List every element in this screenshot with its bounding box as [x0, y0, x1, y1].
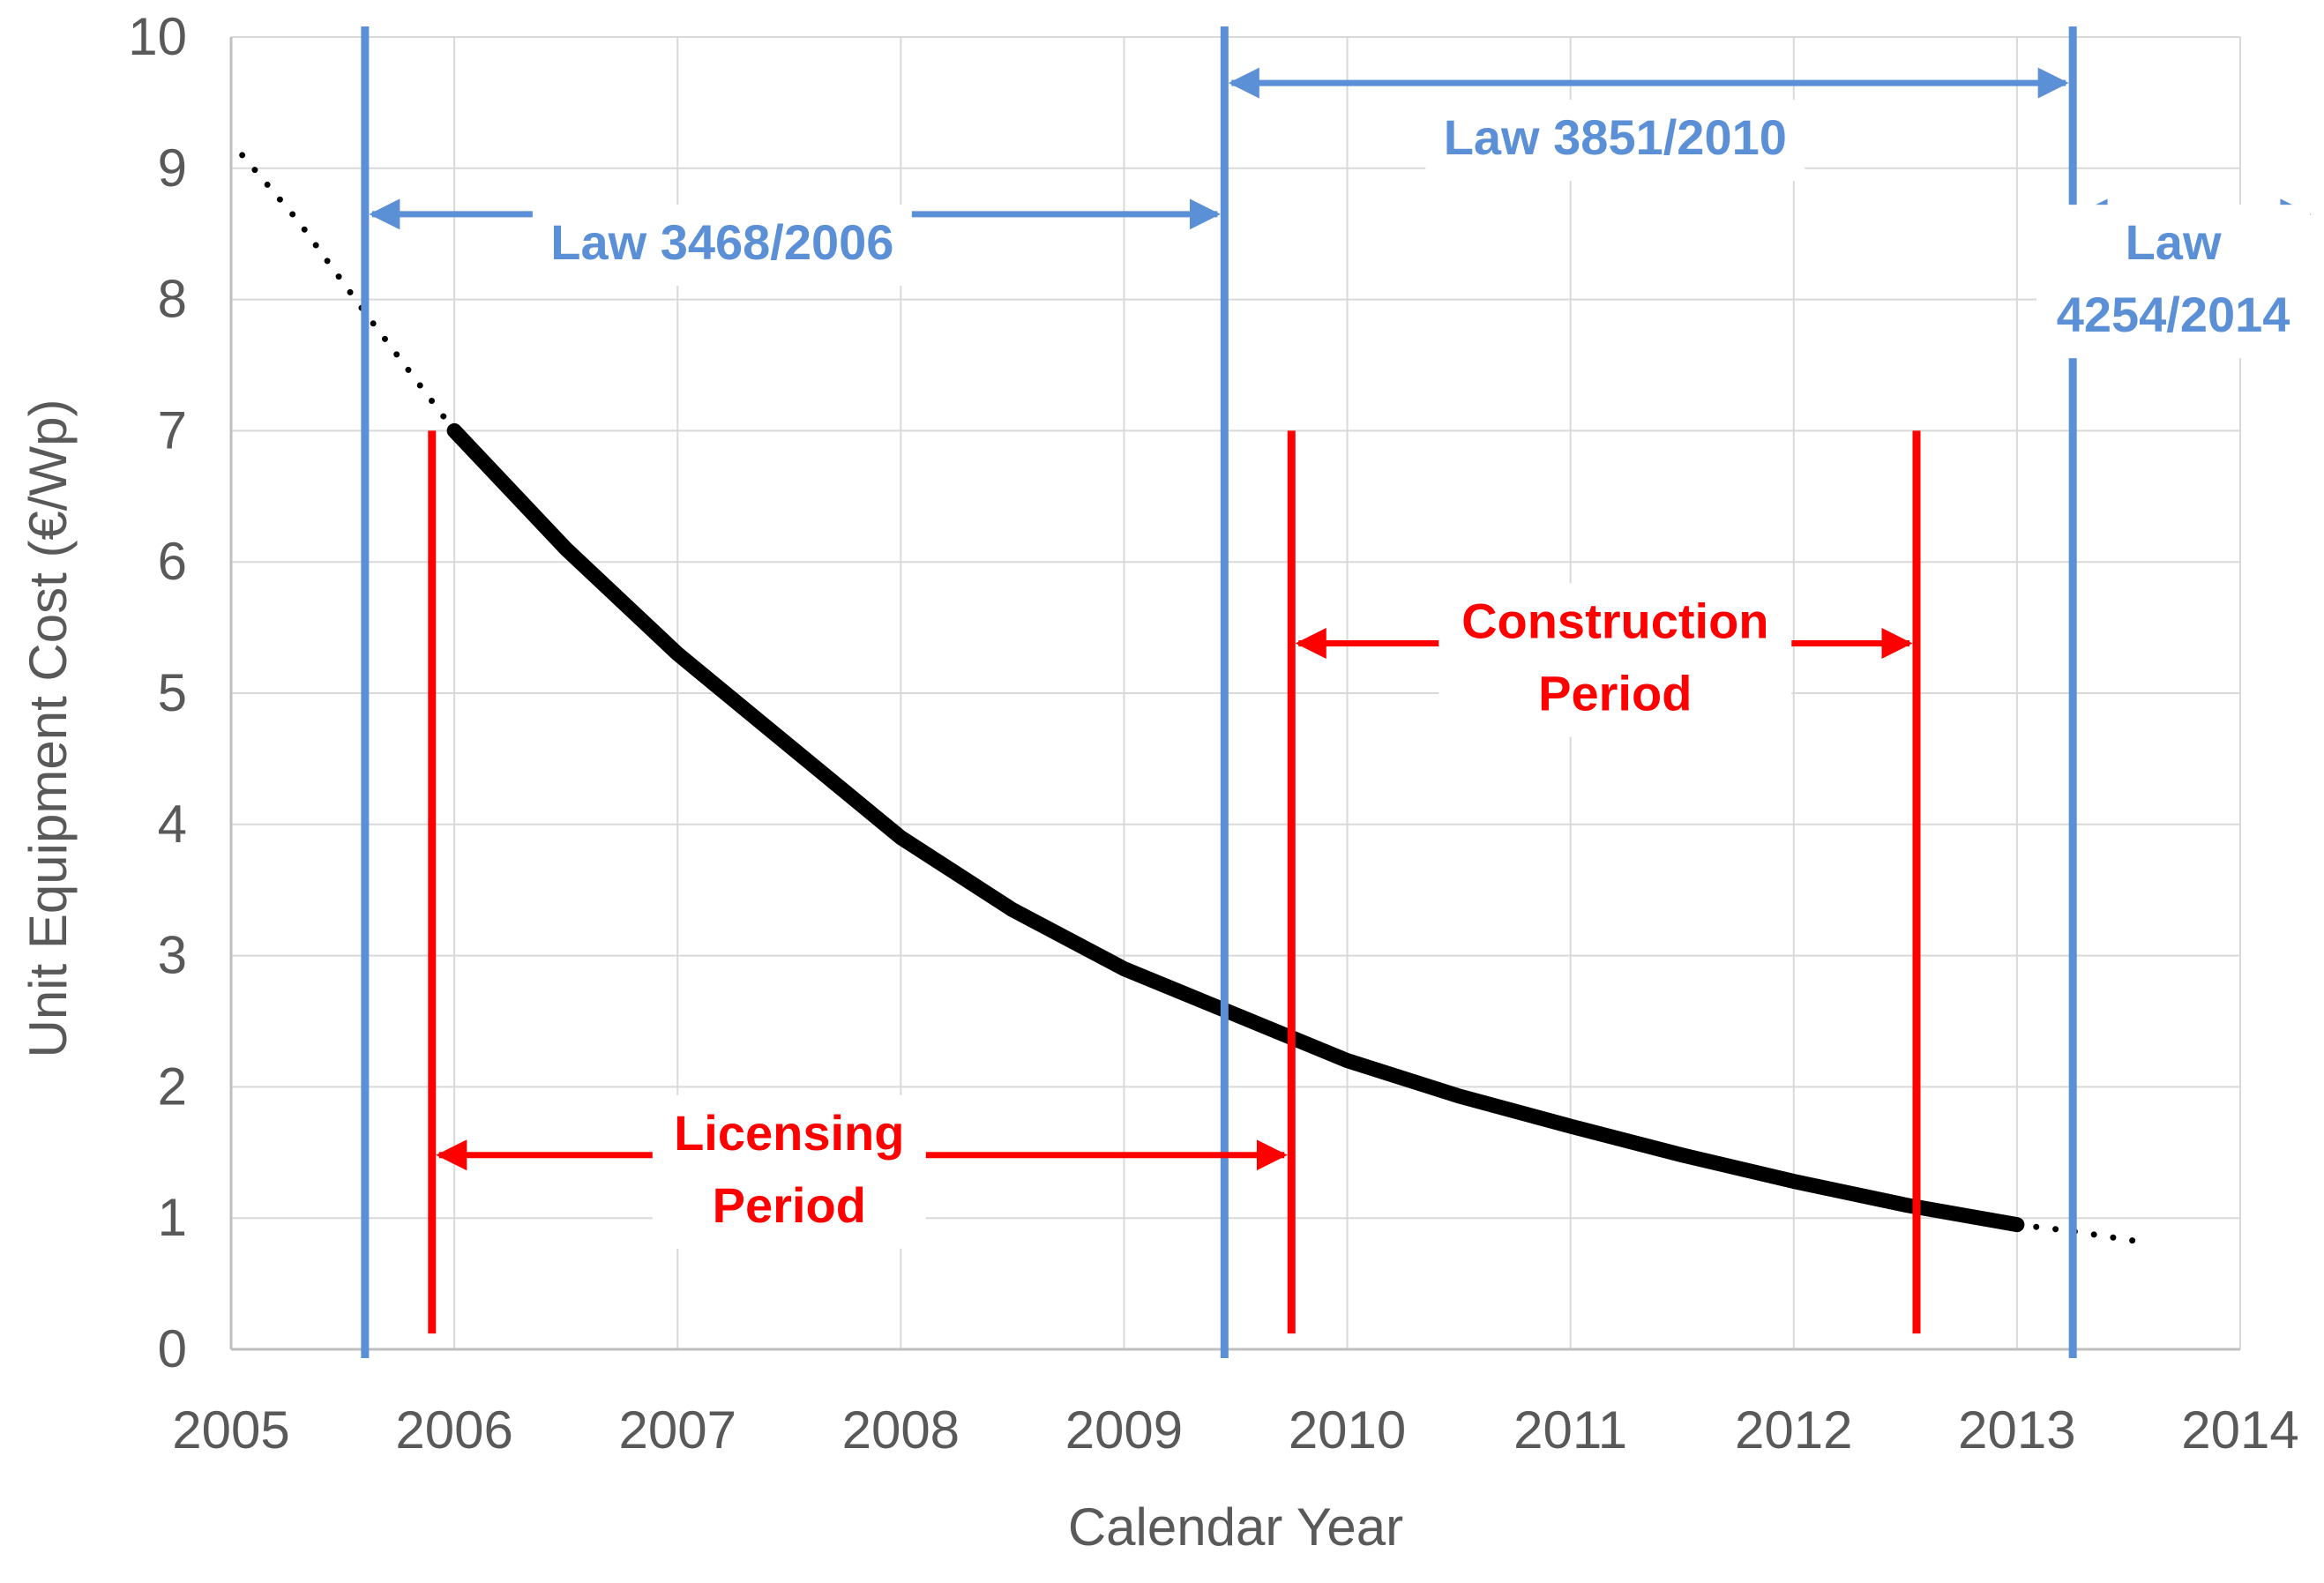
law-label: Law 3851/2010 [1444, 109, 1787, 165]
cost-curve-line [446, 422, 2025, 1233]
x-tick-label: 2008 [842, 1400, 960, 1460]
cost-curve-extrapolation [2014, 1221, 2143, 1245]
cost-curve-extrapolation [239, 152, 458, 434]
x-tick-label: 2006 [395, 1400, 512, 1460]
y-tick-label: 10 [128, 7, 187, 66]
y-tick-label: 7 [158, 400, 187, 459]
y-tick-label: 6 [158, 532, 187, 591]
cost-curve [239, 152, 2143, 1245]
tick-labels: 0 1 2 3 4 5 6 7 8 9 10 2005 2006 2007 2008 2009 2010 2011… [128, 7, 2298, 1460]
y-tick-label: 4 [158, 795, 187, 854]
y-axis-title: Unit Equipment Cost (€/Wp) [19, 399, 78, 1058]
label-background [1425, 100, 1805, 182]
x-tick-label: 2005 [172, 1400, 289, 1460]
x-tick-label: 2013 [1958, 1400, 2075, 1460]
x-tick-label: 2010 [1289, 1400, 1406, 1460]
y-tick-label: 0 [158, 1319, 187, 1378]
x-tick-label: 2011 [1513, 1400, 1627, 1460]
x-tick-label: 2007 [618, 1400, 736, 1460]
y-tick-label: 8 [158, 270, 187, 329]
label-background [2036, 205, 2311, 359]
period-label: Period [713, 1177, 866, 1233]
law-label: Law [2126, 214, 2222, 270]
label-background [1438, 583, 1792, 737]
annotation-labels: Law 3468/2006 Law 3851/2010 Law 4254/2014 Li… [532, 100, 2311, 1249]
x-axis-title: Calendar Year [1068, 1497, 1403, 1557]
y-tick-label: 2 [158, 1057, 187, 1116]
law-label: Law 3468/2006 [550, 214, 893, 270]
period-label: Licensing [674, 1105, 904, 1161]
period-label: Construction [1461, 593, 1768, 648]
y-tick-label: 1 [158, 1188, 187, 1247]
x-tick-label: 2012 [1735, 1400, 1852, 1460]
axes [229, 37, 2240, 1351]
y-tick-label: 9 [158, 138, 187, 198]
period-label: Period [1538, 665, 1692, 721]
y-tick-label: 5 [158, 663, 187, 722]
y-tick-label: 3 [158, 926, 187, 985]
label-background [532, 205, 912, 287]
law-label: 4254/2014 [2057, 287, 2290, 342]
x-tick-label: 2014 [2181, 1400, 2298, 1460]
label-background [652, 1094, 926, 1249]
x-tick-label: 2009 [1065, 1400, 1183, 1460]
